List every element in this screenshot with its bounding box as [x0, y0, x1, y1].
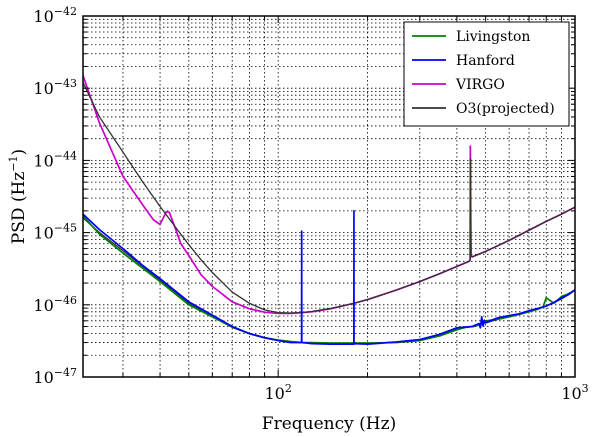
ticks — [83, 16, 576, 378]
y-axis-title: PSD (Hz−1) — [7, 149, 29, 244]
y-axis-title-main: PSD (Hz — [9, 172, 29, 245]
series-group — [83, 75, 575, 346]
y-tick-label: 10−44 — [33, 149, 77, 170]
plot-frame — [82, 15, 576, 378]
y-tick-label: 10−43 — [33, 77, 77, 98]
legend-label: VIRGO — [455, 77, 505, 93]
y-axis-title-sup: −1 — [7, 155, 20, 171]
y-tick-label: 10−42 — [33, 5, 77, 26]
legend-label: Livingston — [456, 29, 530, 45]
legend-label: O3(projected) — [456, 101, 555, 117]
series-line-o3-projected- — [83, 82, 575, 314]
legend-label: Hanford — [456, 53, 515, 69]
tick-labels: 102 103 10−42 10−43 10−44 10−45 10−46 10−47 — [33, 5, 588, 403]
x-tick-label: 102 — [265, 382, 292, 403]
grid — [83, 16, 576, 378]
series-line-hanford — [83, 210, 575, 346]
legend: Livingston Hanford VIRGO O3(projected) — [403, 21, 570, 127]
y-tick-label: 10−46 — [33, 294, 77, 315]
y-axis-title-close: ) — [9, 149, 29, 156]
y-tick-label: 10−45 — [33, 222, 77, 243]
y-tick-label: 10−47 — [33, 366, 77, 387]
x-tick-label: 103 — [561, 382, 588, 403]
x-axis-title: Frequency (Hz) — [262, 414, 396, 434]
